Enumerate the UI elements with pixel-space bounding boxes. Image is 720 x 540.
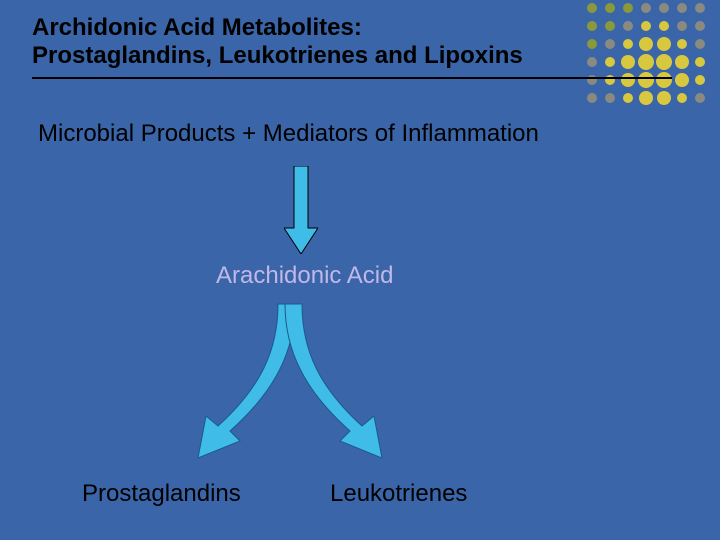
title-underline	[32, 77, 672, 79]
decoration-dot	[638, 72, 654, 88]
decoration-dot	[639, 37, 653, 51]
decoration-dot	[623, 3, 633, 13]
decoration-dot	[656, 72, 672, 88]
decoration-dot	[639, 91, 653, 105]
decoration-dot	[623, 39, 633, 49]
slide: Archidonic Acid Metabolites: Prostagland…	[0, 0, 720, 540]
decoration-dot	[677, 21, 687, 31]
bottom-label-left: Prostaglandins	[82, 480, 241, 508]
decoration-dot	[605, 57, 615, 67]
decoration-dot	[675, 73, 689, 87]
decoration-dot	[657, 91, 671, 105]
decoration-dot	[695, 75, 705, 85]
decoration-dot	[587, 3, 597, 13]
decoration-dot	[677, 93, 687, 103]
decoration-dot	[675, 55, 689, 69]
decoration-dot	[657, 37, 671, 51]
decoration-dot	[605, 93, 615, 103]
decoration-dot	[695, 21, 705, 31]
decoration-dot	[659, 3, 669, 13]
decoration-dot	[605, 21, 615, 31]
decoration-dot	[621, 55, 635, 69]
decoration-dot	[677, 39, 687, 49]
arrow-down-shape	[284, 166, 318, 254]
bottom-label-right: Leukotrienes	[330, 480, 467, 508]
decoration-dot	[659, 21, 669, 31]
decoration-dot	[587, 93, 597, 103]
title-line-2: Prostaglandins, Leukotrienes and Lipoxin…	[32, 42, 592, 70]
decoration-dot	[656, 54, 672, 70]
decoration-dot	[641, 21, 651, 31]
decoration-dot	[677, 3, 687, 13]
decoration-dot	[621, 73, 635, 87]
decoration-dot	[695, 39, 705, 49]
branching-arrows	[160, 296, 420, 476]
curved-arrow-right	[285, 304, 382, 458]
decoration-dot	[623, 21, 633, 31]
subtitle-text: Microbial Products + Mediators of Inflam…	[38, 120, 539, 148]
decoration-dot	[641, 3, 651, 13]
decoration-dot	[638, 54, 654, 70]
decoration-dot	[695, 3, 705, 13]
arrow-down-icon	[284, 166, 318, 254]
dot-decoration	[584, 0, 714, 120]
decoration-dot	[605, 39, 615, 49]
decoration-dot	[623, 93, 633, 103]
curved-arrow-left	[198, 304, 295, 458]
decoration-dot	[695, 57, 705, 67]
slide-title: Archidonic Acid Metabolites: Prostagland…	[32, 14, 592, 70]
title-line-1: Archidonic Acid Metabolites:	[32, 14, 592, 42]
decoration-dot	[695, 93, 705, 103]
decoration-dot	[605, 3, 615, 13]
center-label: Arachidonic Acid	[216, 262, 393, 290]
